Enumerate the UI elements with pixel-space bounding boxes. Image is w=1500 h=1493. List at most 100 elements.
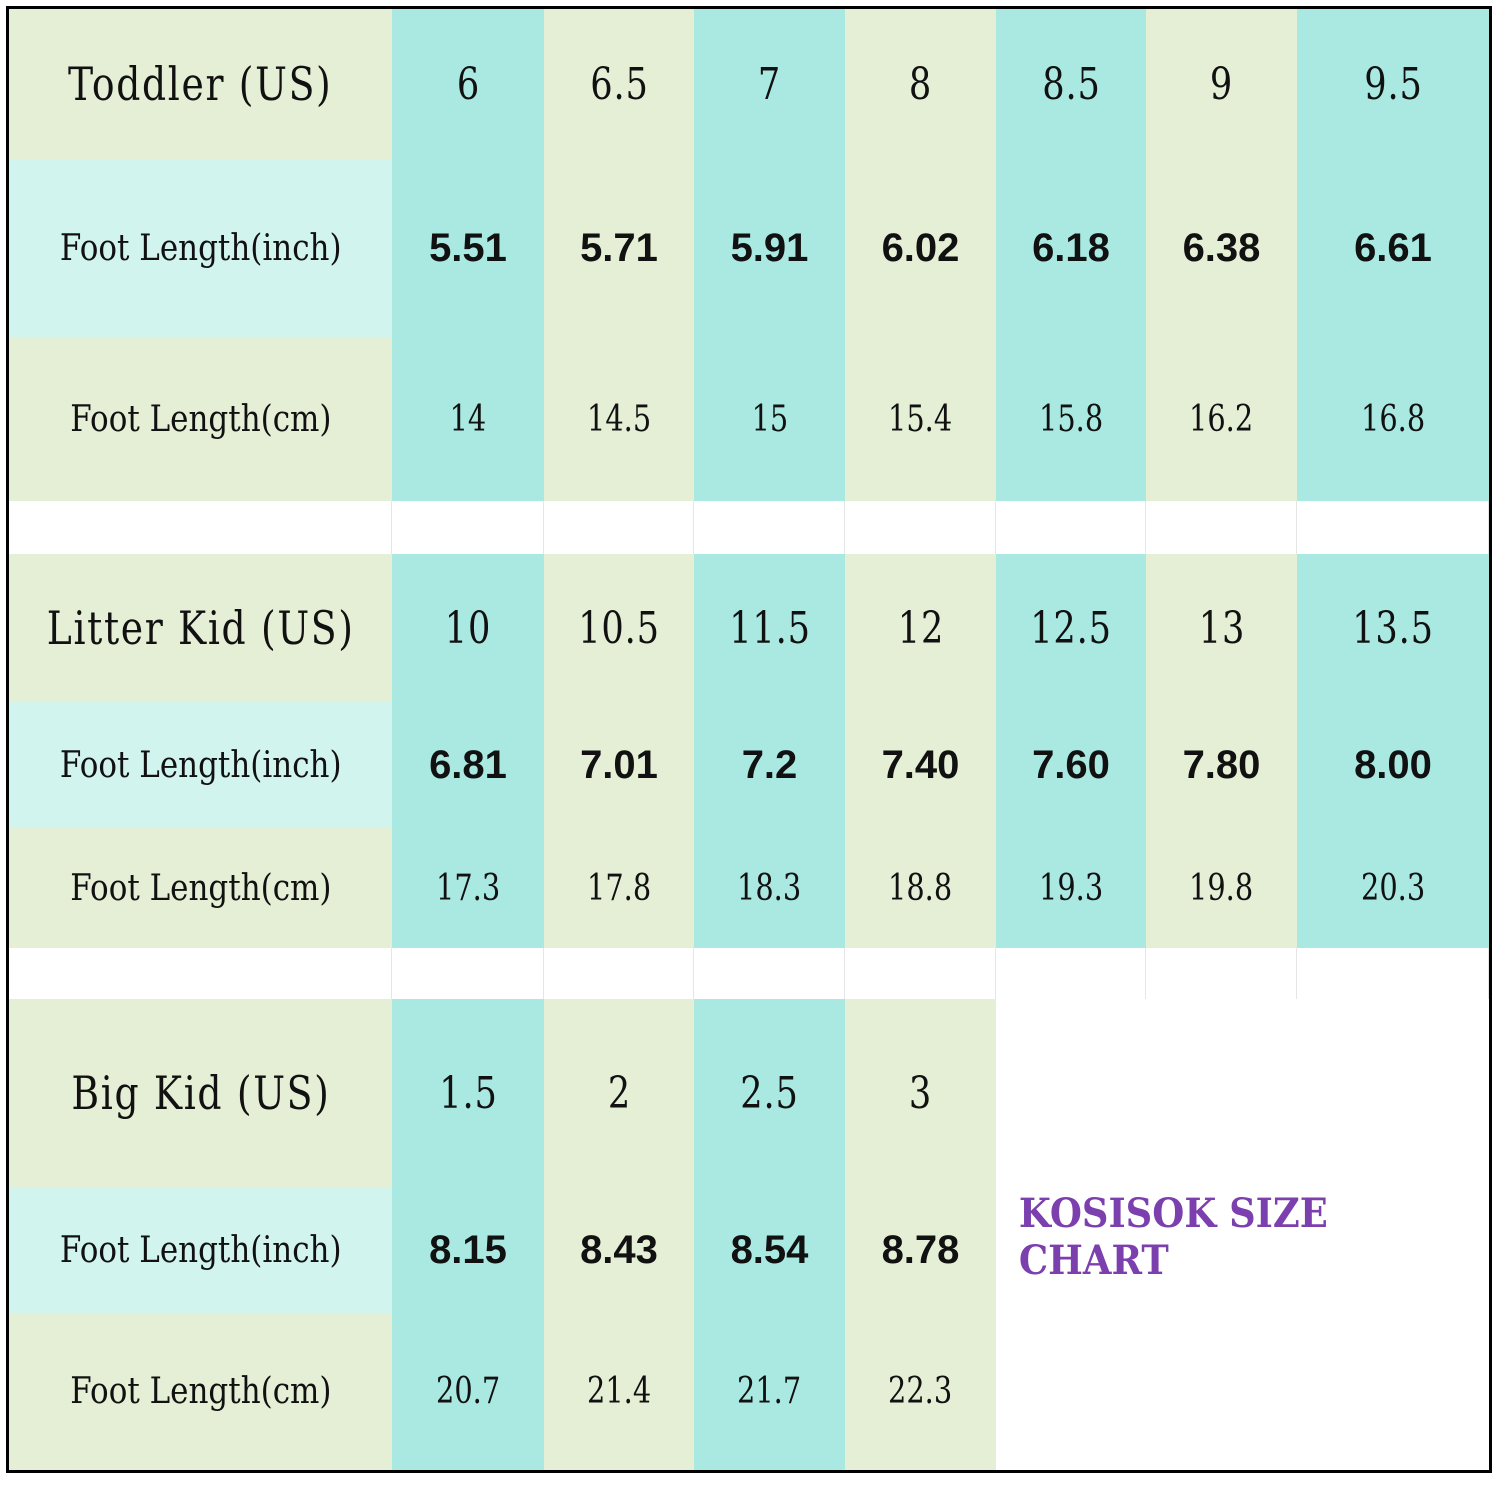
inch-cell-text: 6.02: [881, 225, 960, 270]
row-label-inch-text: Foot Length(inch): [59, 744, 342, 786]
inch-cell-text: 5.51: [429, 225, 507, 270]
cm-cell: 20.7: [392, 1313, 544, 1470]
size-cell-text: 8.5: [1041, 58, 1101, 110]
inch-cell: 7.01: [544, 702, 694, 828]
cm-cell: 19.3: [996, 828, 1146, 948]
inch-cell-text: 5.91: [730, 225, 809, 270]
inch-cell-text: 7.01: [580, 742, 658, 787]
inch-cell: 5.51: [392, 159, 544, 337]
cm-cell-text: 14: [449, 398, 487, 440]
size-cell-text: 1.5: [438, 1067, 498, 1119]
brand-label: KOSISOK SIZE CHART: [1018, 1190, 1328, 1284]
section-title-text: Litter Kid (US): [46, 601, 355, 655]
row-label-cm-text: Foot Length(cm): [69, 398, 332, 440]
size-cell: 2.5: [694, 999, 845, 1187]
cm-cell-text: 14.5: [586, 398, 652, 440]
row-label-cm: Foot Length(cm): [9, 828, 392, 948]
separator-cell: [694, 948, 845, 999]
size-cell-text: 10: [444, 602, 492, 654]
row-label-cm-text: Foot Length(cm): [69, 867, 332, 909]
size-cell: 12: [845, 554, 996, 702]
size-cell-text: 10.5: [578, 602, 660, 654]
size-cell: 13: [1146, 554, 1297, 702]
cm-cell: 19.8: [1146, 828, 1297, 948]
cm-cell: 20.3: [1297, 828, 1489, 948]
cm-cell-text: 18.3: [737, 867, 802, 909]
inch-cell: 5.91: [694, 159, 845, 337]
size-cell: 2: [544, 999, 694, 1187]
cm-cell: 16.2: [1146, 337, 1297, 501]
inch-cell-text: 8.78: [881, 1227, 960, 1272]
cm-cell-text: 15.4: [888, 398, 953, 440]
row-label-inch-text: Foot Length(inch): [59, 227, 342, 269]
row-label-cm-text: Foot Length(cm): [69, 1371, 332, 1412]
cm-cell: 14.5: [544, 337, 694, 501]
separator-row: [9, 948, 392, 999]
inch-cell: 8.43: [544, 1187, 694, 1313]
size-cell-text: 9.5: [1363, 58, 1423, 110]
separator-cell: [996, 501, 1146, 554]
size-cell-text: 7: [757, 58, 782, 110]
inch-cell-text: 7.2: [741, 742, 798, 787]
row-label-inch-text: Foot Length(inch): [59, 1229, 342, 1271]
inch-cell-text: 6.61: [1354, 225, 1432, 270]
cm-cell-text: 19.3: [1038, 867, 1104, 909]
separator-cell: [845, 501, 996, 554]
row-label-cm: Foot Length(cm): [9, 337, 392, 501]
cm-cell: 21.7: [694, 1313, 845, 1470]
cm-cell-text: 16.8: [1360, 398, 1426, 440]
row-label-inch: Foot Length(inch): [9, 702, 392, 828]
cm-cell: 16.8: [1297, 337, 1489, 501]
inch-cell-text: 6.38: [1182, 225, 1261, 270]
size-cell: 8.5: [996, 9, 1146, 159]
separator-cell: [1297, 948, 1489, 999]
size-cell-text: 12.5: [1030, 602, 1112, 654]
cm-cell-text: 22.3: [888, 1371, 953, 1412]
inch-cell-text: 8.00: [1354, 742, 1432, 787]
cm-cell: 15.8: [996, 337, 1146, 501]
size-cell-text: 2.5: [740, 1067, 799, 1119]
cm-cell-text: 17.8: [586, 867, 652, 909]
separator-cell: [1146, 948, 1297, 999]
size-cell: 7: [694, 9, 845, 159]
cm-cell: 15: [694, 337, 845, 501]
cm-cell-text: 21.7: [737, 1371, 802, 1412]
inch-cell: 6.61: [1297, 159, 1489, 337]
inch-cell-text: 5.71: [580, 225, 658, 270]
inch-cell-text: 7.80: [1182, 742, 1261, 787]
separator-cell: [392, 948, 544, 999]
cm-cell: 18.3: [694, 828, 845, 948]
inch-cell: 7.80: [1146, 702, 1297, 828]
separator-cell: [996, 948, 1146, 999]
section-title: Big Kid (US): [9, 999, 392, 1187]
inch-cell: 5.71: [544, 159, 694, 337]
size-cell: 6: [392, 9, 544, 159]
row-label-inch: Foot Length(inch): [9, 1187, 392, 1313]
cm-cell: 18.8: [845, 828, 996, 948]
separator-cell: [544, 948, 694, 999]
size-cell: 8: [845, 9, 996, 159]
separator-cell: [1297, 501, 1489, 554]
section-title: Toddler (US): [9, 9, 392, 159]
inch-cell: 7.60: [996, 702, 1146, 828]
separator-cell: [544, 501, 694, 554]
inch-cell: 6.81: [392, 702, 544, 828]
inch-cell: 7.2: [694, 702, 845, 828]
size-cell-text: 9: [1209, 58, 1234, 110]
cm-cell-text: 20.7: [435, 1371, 501, 1412]
inch-cell-text: 6.81: [429, 742, 507, 787]
row-label-inch: Foot Length(inch): [9, 159, 392, 337]
inch-cell-text: 8.43: [580, 1227, 658, 1272]
inch-cell: 8.54: [694, 1187, 845, 1313]
row-label-cm: Foot Length(cm): [9, 1313, 392, 1470]
inch-cell-text: 8.54: [730, 1227, 809, 1272]
inch-cell: 7.40: [845, 702, 996, 828]
size-cell-text: 2: [607, 1067, 631, 1119]
cm-cell-text: 21.4: [586, 1371, 652, 1412]
cm-cell-text: 15.8: [1038, 398, 1104, 440]
size-chart-table: Toddler (US) Foot Length(inch) Foot Length…: [6, 6, 1492, 1473]
cm-cell-text: 18.8: [888, 867, 953, 909]
size-cell-text: 13.5: [1352, 602, 1434, 654]
size-cell: 3: [845, 999, 996, 1187]
section-title-text: Toddler (US): [68, 57, 333, 111]
